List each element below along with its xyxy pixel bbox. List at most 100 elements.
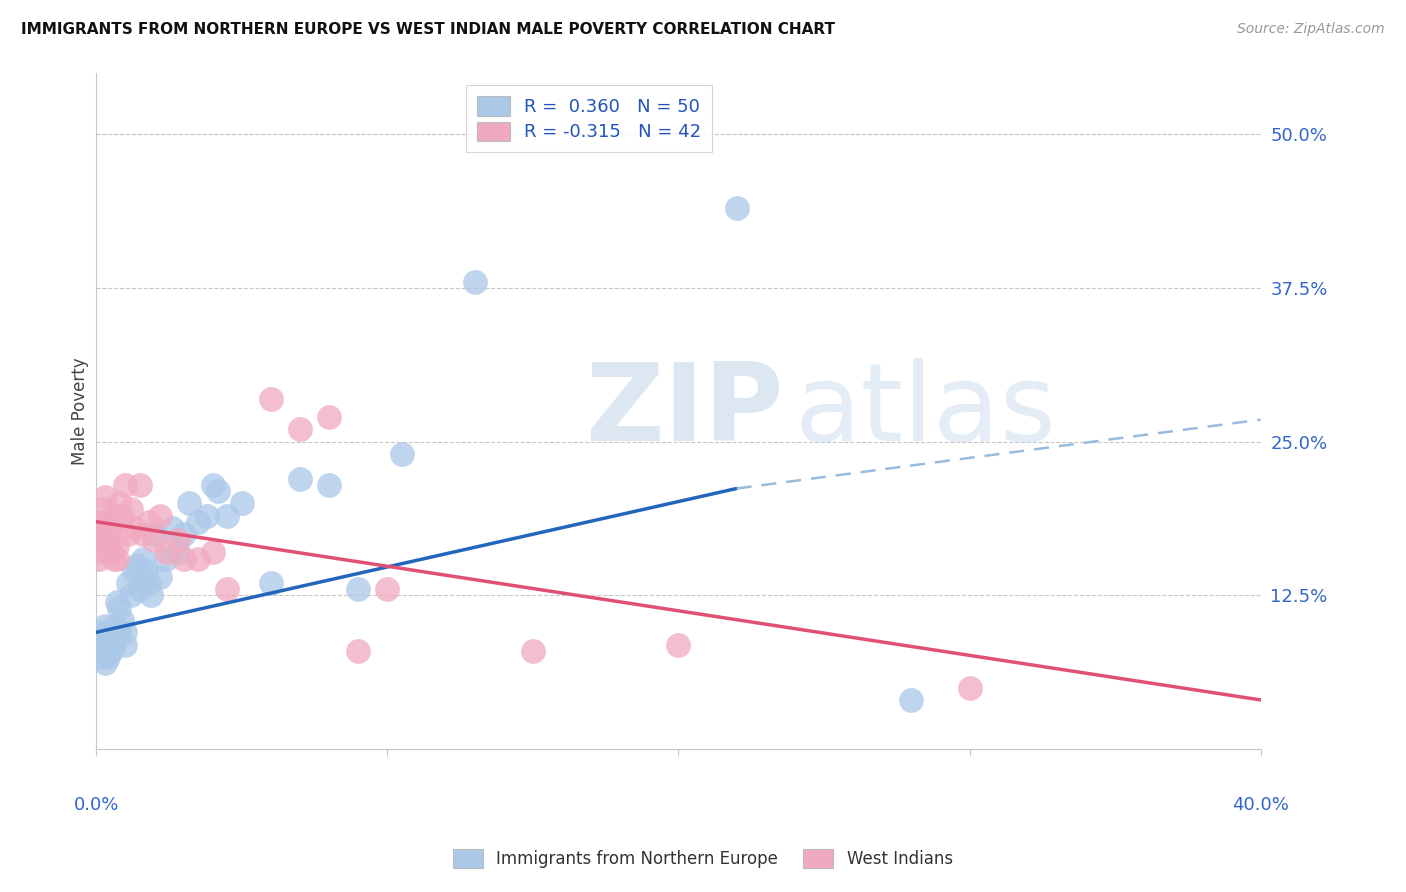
- Point: [114, 477, 136, 491]
- Point: [132, 551, 155, 566]
- Point: [347, 582, 370, 597]
- Point: [135, 564, 157, 578]
- Point: [149, 570, 172, 584]
- Point: [143, 533, 166, 548]
- Point: [108, 496, 131, 510]
- Point: [91, 632, 114, 646]
- Point: [117, 576, 139, 591]
- Point: [114, 638, 136, 652]
- Text: 0.0%: 0.0%: [73, 796, 120, 814]
- Point: [97, 527, 120, 541]
- Point: [87, 515, 110, 529]
- Point: [91, 649, 114, 664]
- Point: [179, 496, 201, 510]
- Point: [111, 508, 134, 523]
- Point: [138, 576, 160, 591]
- Point: [103, 508, 125, 523]
- Point: [117, 527, 139, 541]
- Point: [668, 638, 690, 652]
- Point: [94, 539, 117, 553]
- Point: [231, 496, 253, 510]
- Point: [464, 275, 486, 289]
- Point: [120, 589, 142, 603]
- Point: [155, 551, 177, 566]
- Point: [105, 632, 128, 646]
- Point: [391, 447, 413, 461]
- Point: [160, 521, 183, 535]
- Point: [100, 545, 122, 559]
- Point: [128, 582, 150, 597]
- Point: [103, 638, 125, 652]
- Point: [187, 551, 209, 566]
- Point: [201, 545, 224, 559]
- Legend: Immigrants from Northern Europe, West Indians: Immigrants from Northern Europe, West In…: [447, 843, 959, 875]
- Point: [375, 582, 398, 597]
- Point: [111, 613, 134, 627]
- Point: [97, 638, 120, 652]
- Point: [128, 477, 150, 491]
- Point: [87, 551, 110, 566]
- Point: [173, 527, 195, 541]
- Point: [217, 508, 239, 523]
- Point: [260, 576, 283, 591]
- Point: [187, 515, 209, 529]
- Point: [318, 477, 340, 491]
- Point: [122, 564, 145, 578]
- Text: 40.0%: 40.0%: [1232, 796, 1289, 814]
- Point: [347, 644, 370, 658]
- Point: [260, 392, 283, 406]
- Point: [173, 551, 195, 566]
- Text: atlas: atlas: [794, 358, 1057, 464]
- Point: [149, 508, 172, 523]
- Point: [97, 539, 120, 553]
- Point: [100, 521, 122, 535]
- Point: [201, 477, 224, 491]
- Point: [155, 545, 177, 559]
- Point: [195, 508, 218, 523]
- Point: [87, 638, 110, 652]
- Point: [87, 533, 110, 548]
- Point: [166, 533, 188, 548]
- Point: [97, 649, 120, 664]
- Point: [103, 619, 125, 633]
- Point: [94, 490, 117, 504]
- Point: [122, 521, 145, 535]
- Point: [143, 527, 166, 541]
- Point: [105, 551, 128, 566]
- Point: [120, 502, 142, 516]
- Point: [217, 582, 239, 597]
- Point: [91, 527, 114, 541]
- Point: [725, 201, 748, 215]
- Y-axis label: Male Poverty: Male Poverty: [72, 357, 89, 465]
- Point: [114, 625, 136, 640]
- Legend: R =  0.360   N = 50, R = -0.315   N = 42: R = 0.360 N = 50, R = -0.315 N = 42: [467, 86, 711, 153]
- Point: [522, 644, 544, 658]
- Point: [108, 600, 131, 615]
- Point: [94, 619, 117, 633]
- Text: ZIP: ZIP: [585, 358, 783, 464]
- Point: [103, 551, 125, 566]
- Point: [91, 502, 114, 516]
- Point: [288, 422, 311, 436]
- Point: [108, 625, 131, 640]
- Text: Source: ZipAtlas.com: Source: ZipAtlas.com: [1237, 22, 1385, 37]
- Point: [105, 539, 128, 553]
- Point: [105, 594, 128, 608]
- Point: [166, 545, 188, 559]
- Point: [900, 693, 922, 707]
- Point: [138, 515, 160, 529]
- Point: [94, 656, 117, 670]
- Point: [94, 644, 117, 658]
- Point: [318, 410, 340, 425]
- Point: [959, 681, 981, 695]
- Point: [125, 558, 148, 572]
- Point: [87, 625, 110, 640]
- Text: IMMIGRANTS FROM NORTHERN EUROPE VS WEST INDIAN MALE POVERTY CORRELATION CHART: IMMIGRANTS FROM NORTHERN EUROPE VS WEST …: [21, 22, 835, 37]
- Point: [100, 632, 122, 646]
- Point: [141, 589, 163, 603]
- Point: [288, 472, 311, 486]
- Point: [207, 483, 229, 498]
- Point: [94, 515, 117, 529]
- Point: [100, 644, 122, 658]
- Point: [91, 545, 114, 559]
